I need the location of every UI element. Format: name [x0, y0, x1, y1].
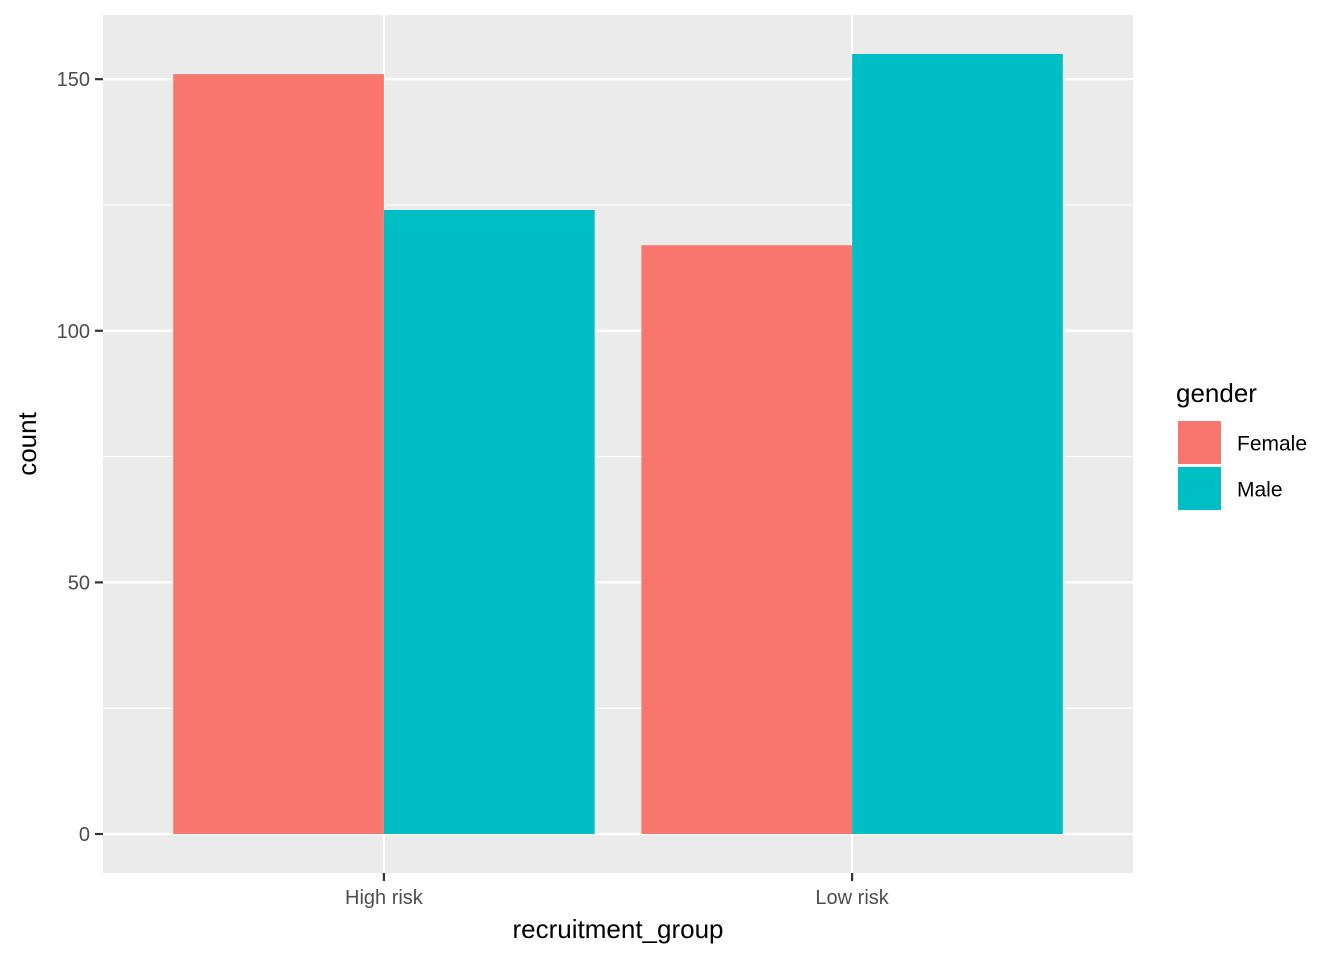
x-axis: High risk Low risk: [345, 873, 890, 909]
bar-female-low-risk: [641, 245, 853, 834]
bars: [173, 54, 1063, 835]
y-tick-label: 150: [57, 69, 90, 91]
x-tick-label: High risk: [345, 887, 424, 909]
legend: gender Female Male: [1176, 378, 1307, 510]
legend-key-female: [1178, 421, 1221, 464]
bar-male-high-risk: [383, 210, 595, 834]
legend-key-male: [1178, 467, 1221, 510]
y-axis: 0 50 100 150: [57, 69, 103, 846]
bar-female-high-risk: [173, 74, 384, 835]
legend-label-female: Female: [1237, 433, 1307, 456]
legend-label-male: Male: [1237, 479, 1283, 502]
x-tick-label: Low risk: [815, 887, 889, 909]
y-tick-label: 50: [68, 572, 90, 594]
y-axis-title: count: [12, 411, 42, 475]
y-tick-label: 0: [79, 824, 90, 846]
x-axis-title: recruitment_group: [513, 914, 724, 944]
y-tick-label: 100: [57, 321, 90, 343]
legend-title: gender: [1176, 378, 1257, 408]
bar-male-low-risk: [852, 54, 1063, 834]
